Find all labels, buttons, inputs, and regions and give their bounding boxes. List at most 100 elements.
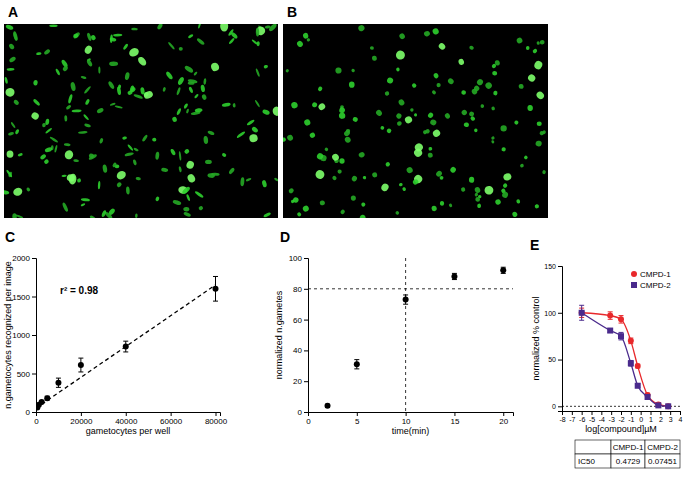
gametocyte: [44, 146, 53, 153]
tick-mark: [32, 297, 36, 298]
tick: 4: [679, 411, 683, 423]
gametocyte: [444, 112, 451, 119]
tick: -4: [599, 411, 605, 423]
tick-label: -3: [609, 416, 615, 423]
data-point: [607, 313, 613, 319]
gametocyte: [432, 128, 442, 138]
gametocyte: [254, 99, 260, 107]
gametocyte: [198, 24, 203, 29]
gametocyte: [230, 31, 238, 39]
gametocyte: [26, 187, 31, 192]
gametocyte: [344, 136, 352, 144]
error-bar: [501, 267, 506, 273]
gametocyte: [312, 102, 318, 108]
gametocyte: [172, 199, 182, 206]
x-axis: -8-7-6-5-4-3-2-101234: [559, 411, 682, 423]
image-background: [4, 24, 278, 218]
data-point: [618, 316, 624, 322]
gametocyte: [186, 108, 190, 113]
gametocyte: [302, 32, 308, 39]
gametocyte: [194, 190, 204, 198]
tick: 100: [289, 254, 308, 263]
tick-mark: [503, 412, 504, 416]
gametocyte: [337, 169, 341, 173]
gametocyte: [255, 68, 260, 77]
error-bar: [608, 312, 613, 319]
gametocyte: [179, 151, 182, 161]
gametocyte: [423, 30, 430, 37]
gametocyte: [397, 98, 405, 106]
legend-marker: [631, 271, 637, 277]
gametocyte: [109, 37, 116, 42]
gametocyte: [183, 207, 189, 212]
panel-label: D: [280, 229, 290, 245]
legend-label: CMPD-1: [640, 270, 671, 279]
gametocyte: [73, 159, 79, 163]
gametocyte: [361, 202, 367, 208]
gametocyte: [395, 112, 402, 119]
error-bar: [354, 360, 359, 369]
gametocyte: [263, 64, 268, 68]
gametocyte: [221, 152, 227, 157]
gametocyte: [45, 127, 53, 134]
table-row-label: IC50: [578, 457, 595, 466]
gametocyte: [404, 115, 414, 125]
tick: 1000: [12, 331, 36, 340]
gametocyte: [460, 187, 466, 193]
panel-label: B: [287, 4, 297, 20]
gametocyte: [80, 76, 86, 80]
gametocyte: [130, 86, 137, 93]
tick-mark: [660, 411, 661, 415]
table-value: 0.4729: [616, 457, 641, 466]
data-point: [44, 395, 50, 401]
error-bar: [56, 378, 61, 387]
tick: 10: [402, 412, 411, 426]
gametocyte: [84, 123, 91, 128]
gametocyte: [351, 68, 356, 72]
tick-mark: [81, 412, 82, 416]
gametocyte: [207, 130, 215, 136]
gametocyte: [520, 163, 525, 168]
tick-mark: [304, 381, 308, 382]
tick: 60: [293, 316, 308, 325]
gametocyte: [396, 67, 401, 72]
gametocyte: [491, 136, 495, 140]
gametocyte: [89, 215, 96, 218]
gametocyte: [136, 55, 147, 67]
gametocyte: [183, 211, 191, 217]
gametocyte: [491, 140, 495, 144]
gametocyte: [339, 112, 346, 119]
tick-mark: [304, 412, 308, 413]
gametocyte: [228, 37, 235, 44]
tick: -8: [559, 411, 565, 423]
gametocyte: [133, 147, 139, 152]
gametocyte: [398, 32, 405, 40]
gametocyte: [413, 147, 424, 158]
gametocyte: [395, 210, 400, 215]
gametocyte: [372, 55, 377, 61]
gametocyte: [98, 181, 101, 189]
gametocyte: [10, 122, 16, 129]
gametocyte: [526, 46, 530, 50]
gametocyte: [432, 27, 440, 35]
data-point: [628, 338, 634, 344]
tick-mark: [32, 412, 36, 413]
data-point: [55, 380, 61, 386]
gametocyte: [410, 108, 414, 112]
axis-line: [32, 259, 37, 413]
data-point: [325, 403, 331, 409]
gametocyte: [349, 82, 355, 88]
tick-label: -4: [599, 416, 605, 423]
gametocyte: [30, 111, 40, 121]
gametocyte: [122, 43, 128, 50]
gametocyte: [469, 45, 475, 50]
gametocyte: [140, 87, 145, 95]
error-bar: [628, 360, 633, 366]
gametocyte: [502, 172, 512, 181]
axis-line: [558, 267, 563, 412]
gametocyte: [183, 103, 189, 109]
tick-label: -8: [559, 416, 565, 423]
gametocyte: [124, 72, 130, 81]
gametocyte: [65, 104, 71, 110]
gametocyte: [414, 113, 417, 116]
